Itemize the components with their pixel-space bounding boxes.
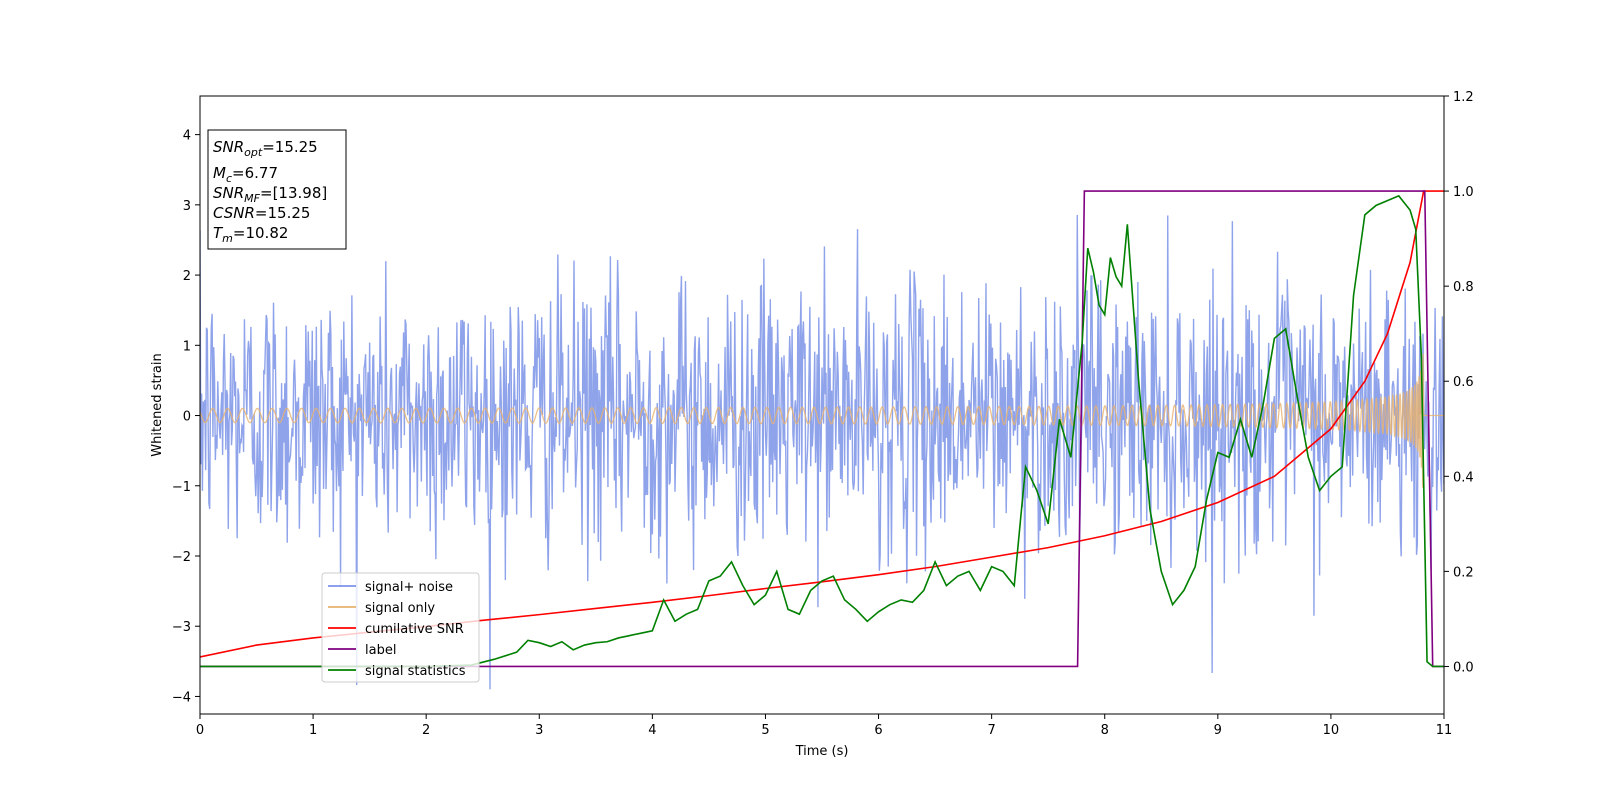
y-left-tick-label: −1 bbox=[172, 480, 191, 495]
y-left-tick-label: −4 bbox=[172, 690, 191, 705]
y-right-tick-label: 0.6 bbox=[1453, 375, 1474, 390]
info-box-frame bbox=[207, 129, 347, 250]
legend-label: label bbox=[365, 643, 396, 658]
x-tick-label: 6 bbox=[874, 723, 882, 738]
info-box-line: CSNR=15.25 bbox=[213, 204, 310, 222]
x-tick-label: 9 bbox=[1214, 723, 1222, 738]
x-axis: 0 1 2 3 4 5 6 7 8 9 10 11 bbox=[196, 714, 1452, 738]
y-axis-label: Whitened strain bbox=[150, 353, 165, 456]
y-right-tick-label: 0.2 bbox=[1453, 565, 1474, 580]
info-box-line: SNRopt=15.25 bbox=[213, 138, 318, 159]
y-left-tick-label: 3 bbox=[183, 199, 191, 214]
info-box-line: Tm=10.82 bbox=[213, 224, 288, 245]
y-right-tick-label: 0.0 bbox=[1453, 660, 1474, 675]
series-signal-statistics-line bbox=[200, 194, 1444, 668]
y-axis-right: 0.0 0.2 0.4 0.6 0.8 1.0 1.2 bbox=[1444, 90, 1474, 675]
y-left-tick-label: 2 bbox=[183, 269, 191, 284]
y-left-tick-label: −3 bbox=[172, 620, 191, 635]
x-tick-label: 11 bbox=[1436, 723, 1453, 738]
y-right-tick-label: 1.2 bbox=[1453, 90, 1474, 105]
x-tick-label: 1 bbox=[309, 723, 317, 738]
y-left-tick-label: 4 bbox=[183, 129, 191, 144]
info-box: SNRopt=15.25 Mc=6.77SNRMF=[13.98]CSNR=15.… bbox=[207, 129, 347, 250]
legend-label: signal statistics bbox=[365, 664, 466, 679]
y-right-tick-label: 1.0 bbox=[1453, 185, 1474, 200]
x-axis-label: Time (s) bbox=[795, 744, 849, 759]
x-tick-label: 3 bbox=[535, 723, 543, 738]
y-left-tick-label: 0 bbox=[183, 410, 191, 425]
series-signal-noise-line bbox=[200, 214, 1444, 690]
y-axis-left: −4 −3 −2 −1 0 1 2 3 4 bbox=[172, 129, 200, 705]
y-right-tick-label: 0.4 bbox=[1453, 470, 1474, 485]
x-tick-label: 0 bbox=[196, 723, 204, 738]
x-tick-label: 5 bbox=[761, 723, 769, 738]
y-left-tick-label: 1 bbox=[183, 339, 191, 354]
x-tick-label: 7 bbox=[987, 723, 995, 738]
x-tick-label: 2 bbox=[422, 723, 430, 738]
y-left-tick-label: −2 bbox=[172, 550, 191, 565]
y-right-tick-label: 0.8 bbox=[1453, 280, 1474, 295]
x-tick-label: 4 bbox=[648, 723, 656, 738]
legend: signal+ noise signal only cumilative SNR la… bbox=[321, 572, 480, 683]
info-box-line: Mc=6.77 bbox=[213, 164, 278, 185]
legend-label: signal+ noise bbox=[365, 580, 453, 595]
x-tick-label: 8 bbox=[1101, 723, 1109, 738]
plot-frame bbox=[199, 95, 1445, 715]
legend-frame bbox=[321, 572, 480, 683]
info-box-line: SNRMF=[13.98] bbox=[213, 184, 327, 205]
legend-label: cumilative SNR bbox=[365, 622, 464, 637]
legend-label: signal only bbox=[365, 601, 435, 616]
series-signal-only-line bbox=[200, 353, 1444, 488]
x-tick-label: 10 bbox=[1323, 723, 1340, 738]
